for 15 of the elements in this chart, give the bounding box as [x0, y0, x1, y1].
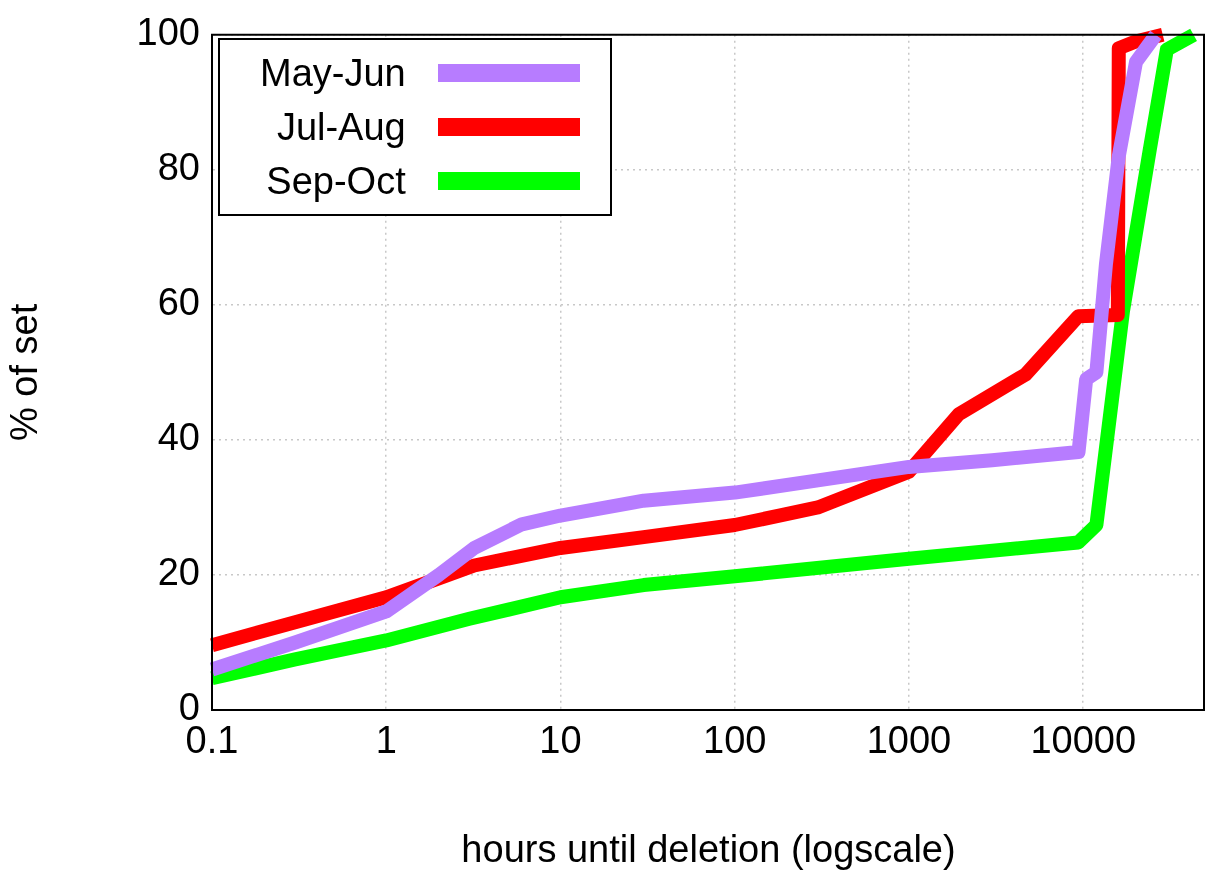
y-tick-label: 80: [157, 146, 200, 189]
x-tick-label: 1000: [866, 719, 952, 762]
y-tick-label: 100: [136, 11, 200, 54]
legend-label: May-Jun: [260, 51, 406, 95]
y-tick-label: 20: [157, 551, 200, 594]
x-axis-title: hours until deletion (logscale): [461, 827, 956, 870]
x-tick-label: 1: [375, 719, 397, 762]
legend-label: Jul-Aug: [276, 105, 406, 149]
y-tick-label: 60: [157, 281, 200, 324]
y-tick-label: 40: [157, 416, 200, 459]
legend-label: Sep-Oct: [266, 159, 406, 203]
x-tick-label: 10000: [1030, 719, 1137, 762]
y-axis-title: % of set: [3, 303, 46, 442]
x-tick-label: 100: [703, 719, 767, 762]
x-tick-label: 10: [539, 719, 582, 762]
